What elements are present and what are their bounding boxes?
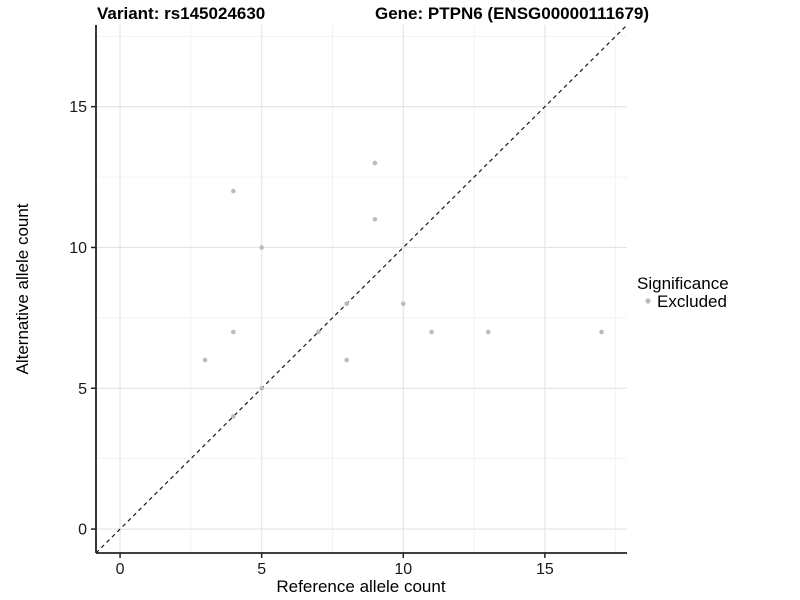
- x-tick-label-10: 10: [394, 561, 412, 578]
- y-tick-label-10: 10: [69, 240, 87, 257]
- data-point-11-7: [429, 329, 434, 335]
- legend-entry-excluded: Excluded: [657, 292, 727, 311]
- axis-lines-layer: [95, 25, 627, 554]
- data-point-9-11: [372, 217, 378, 222]
- plot-title-variant: Variant: rs145024630: [97, 4, 265, 23]
- data-point-7-7: [316, 329, 321, 335]
- gridlines-minor: [96, 25, 627, 553]
- y-tick-label-5: 5: [78, 381, 87, 398]
- legend: Significance Excluded: [637, 274, 729, 311]
- data-point-4-7: [231, 329, 236, 335]
- tick-labels-layer: 0 5 10 15 0 5 10 15: [69, 99, 554, 578]
- data-point-9-13: [372, 160, 378, 166]
- y-axis-title: Alternative allele count: [13, 203, 32, 374]
- x-tick-label-15: 15: [536, 561, 554, 578]
- tick-marks-layer: [91, 105, 546, 558]
- x-tick-label-5: 5: [257, 561, 266, 578]
- data-point-13-7: [485, 329, 491, 335]
- data-point-10-8: [400, 301, 406, 307]
- data-point-4-12: [231, 188, 236, 194]
- data-point-4-4: [231, 414, 236, 419]
- plot-title-gene: Gene: PTPN6 (ENSG00000111679): [375, 4, 649, 23]
- identity-line: [95, 24, 628, 554]
- legend-point-icon: [645, 298, 651, 304]
- data-point-8-8: [344, 301, 349, 307]
- data-points-layer: [202, 160, 604, 419]
- data-point-8-6: [344, 357, 349, 363]
- gridlines-major: [96, 25, 627, 553]
- data-point-5-5: [259, 385, 264, 391]
- data-point-5-10: [259, 245, 264, 250]
- y-tick-label-0: 0: [78, 522, 87, 539]
- y-tick-label-15: 15: [69, 99, 87, 116]
- legend-title: Significance: [637, 274, 729, 293]
- data-point-3-6: [202, 357, 208, 363]
- x-axis-title: Reference allele count: [276, 577, 445, 596]
- x-tick-label-0: 0: [116, 561, 125, 578]
- identity-line-layer: [95, 24, 628, 554]
- data-point-17-7: [599, 329, 604, 335]
